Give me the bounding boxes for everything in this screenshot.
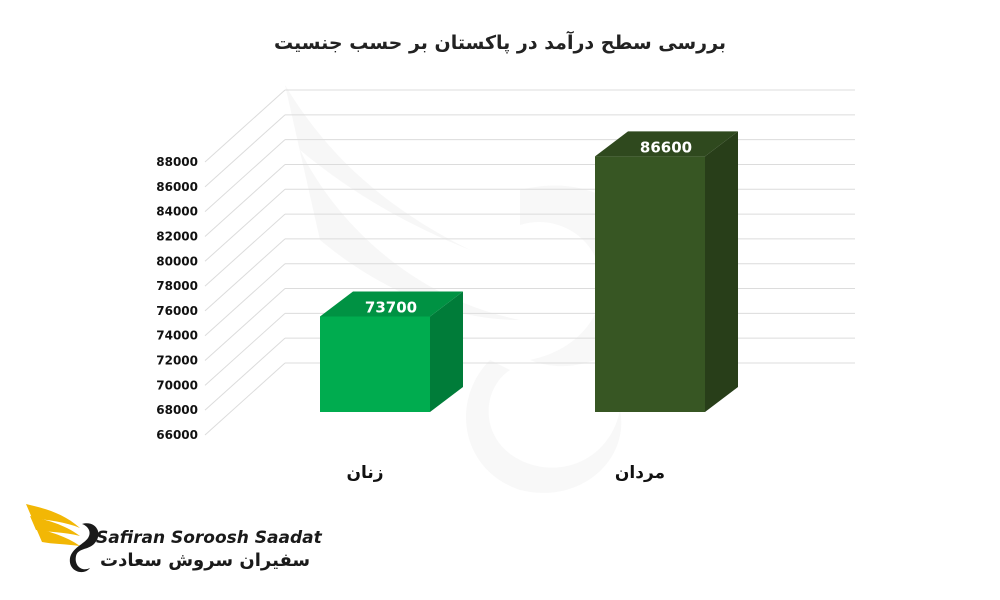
y-tick-label: 76000 [156, 304, 198, 318]
gridline-depth [204, 362, 286, 436]
gridline-depth [204, 288, 286, 361]
gridline-depth [204, 337, 286, 411]
category-label: زنان [346, 463, 383, 483]
category-label: مردان [615, 463, 665, 483]
y-tick-label: 72000 [156, 354, 198, 368]
gridline-depth [204, 213, 286, 287]
y-tick-label: 70000 [156, 378, 198, 392]
chart-title: بررسی سطح درآمد در پاکستان بر حسب جنسیت [273, 32, 727, 54]
brand-logo: Safiran Soroosh Saadat سفیران سروش سعادت [22, 494, 322, 584]
bar-front [595, 156, 705, 412]
gridline-depth [204, 89, 286, 163]
gridline-depth [204, 312, 286, 386]
y-tick-label: 80000 [156, 254, 198, 268]
y-tick-label: 88000 [156, 155, 198, 169]
gridline-depth [204, 263, 286, 337]
bar-men [595, 131, 738, 412]
y-tick-label: 78000 [156, 279, 198, 293]
gridline-depth [204, 188, 286, 262]
bar-side [430, 291, 463, 412]
y-tick-label: 74000 [156, 329, 198, 343]
y-tick-label: 82000 [156, 229, 198, 243]
bar-top [595, 131, 738, 157]
data-label: 73700 [365, 298, 417, 316]
bar-front [320, 316, 430, 412]
data-label: 86600 [640, 138, 692, 156]
gridline-depth [204, 114, 286, 188]
gridline-depth [204, 238, 286, 312]
y-tick-label: 66000 [156, 428, 198, 442]
bar-side [705, 131, 738, 412]
y-tick-label: 84000 [156, 205, 198, 219]
brand-name-fa: سفیران سروش سعادت [100, 550, 311, 571]
gridline-depth [204, 164, 286, 237]
golden-wing-swan-icon [26, 504, 99, 573]
y-tick-label: 68000 [156, 403, 198, 417]
bar-top [320, 291, 463, 317]
bar-women [320, 291, 463, 412]
gridline-depth [204, 139, 286, 213]
brand-name-en: Safiran Soroosh Saadat [96, 528, 322, 548]
y-tick-label: 86000 [156, 180, 198, 194]
